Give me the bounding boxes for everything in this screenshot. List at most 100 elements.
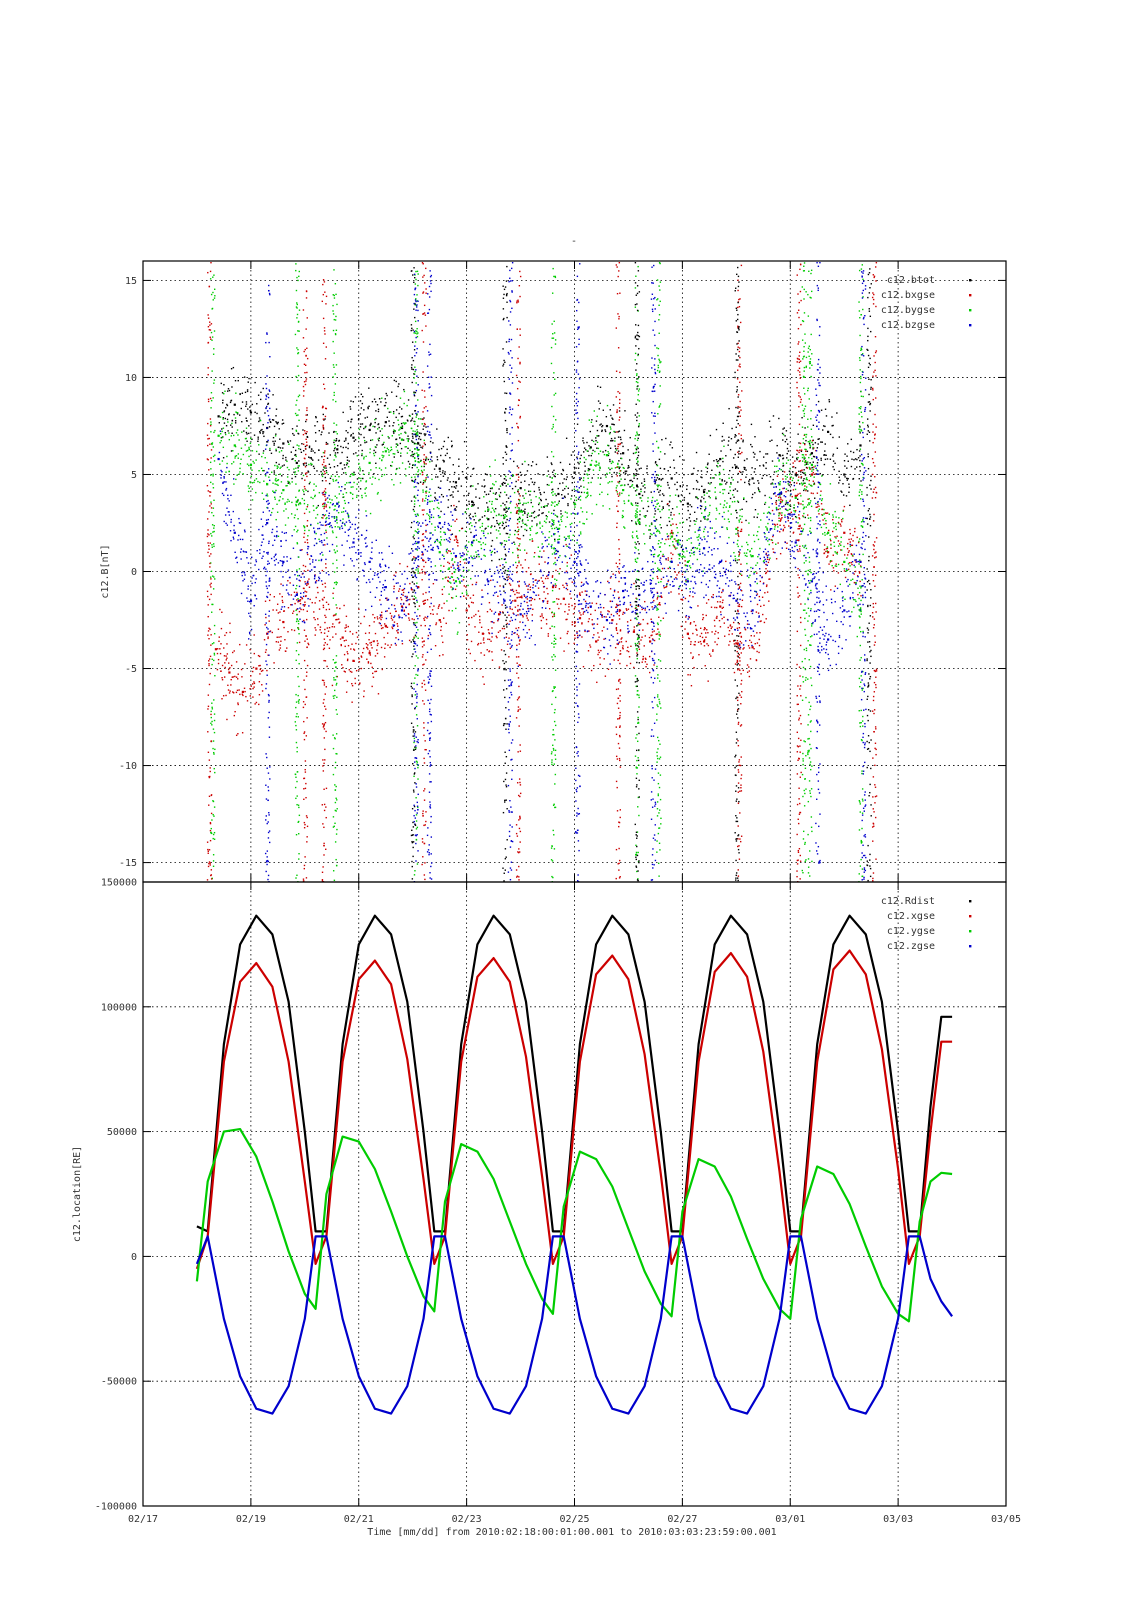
data-point (310, 457, 311, 458)
data-point (345, 640, 346, 641)
data-point (252, 499, 253, 500)
data-point (338, 440, 339, 441)
data-point (499, 614, 500, 615)
data-point (484, 491, 485, 492)
data-point (704, 489, 705, 490)
data-point (642, 619, 643, 620)
data-point (311, 569, 312, 570)
data-point (782, 428, 783, 429)
data-point (623, 500, 624, 501)
data-point (585, 601, 586, 602)
data-point (574, 606, 575, 607)
data-point (360, 413, 361, 414)
data-point (564, 488, 565, 489)
anchor-point (218, 435, 220, 437)
data-point (706, 643, 707, 644)
data-point (224, 655, 225, 656)
data-point (273, 444, 274, 445)
data-point (315, 417, 316, 418)
data-point (291, 513, 292, 514)
data-point (786, 500, 787, 501)
data-point (496, 537, 497, 538)
data-point (345, 472, 346, 473)
data-point (348, 443, 349, 444)
data-point (846, 467, 847, 468)
data-point (841, 537, 842, 538)
data-point (679, 456, 680, 457)
data-point (440, 565, 441, 566)
data-point (258, 421, 259, 422)
data-point (227, 419, 228, 420)
data-point (559, 568, 560, 569)
data-point (593, 441, 594, 442)
data-point (800, 495, 801, 496)
data-point (262, 493, 263, 494)
data-point (792, 480, 793, 481)
data-point (231, 435, 232, 436)
data-point (250, 695, 251, 696)
data-point (690, 644, 691, 645)
data-point (849, 505, 850, 506)
data-point (375, 432, 376, 433)
data-point (346, 692, 347, 693)
data-point (626, 470, 627, 471)
data-point (359, 466, 360, 467)
data-point (799, 511, 800, 512)
data-point (549, 476, 550, 477)
data-point (830, 540, 831, 541)
data-point (487, 506, 488, 507)
anchor-point (590, 464, 592, 466)
data-point (852, 555, 853, 556)
data-point (376, 649, 377, 650)
data-point (717, 632, 718, 633)
data-point (355, 643, 356, 644)
data-point (388, 567, 389, 568)
data-point (271, 558, 272, 559)
data-point (221, 628, 222, 629)
data-point (507, 484, 508, 485)
data-point (771, 440, 772, 441)
data-point (514, 534, 515, 535)
data-point (608, 669, 609, 670)
data-point (692, 591, 693, 592)
data-point (838, 471, 839, 472)
data-point (353, 482, 354, 483)
data-point (485, 555, 486, 556)
data-point (283, 627, 284, 628)
data-point (823, 648, 824, 649)
data-point (547, 484, 548, 485)
data-point (764, 495, 765, 496)
data-point (834, 546, 835, 547)
data-point (466, 478, 467, 479)
data-point (483, 496, 484, 497)
data-point (274, 443, 275, 444)
data-point (499, 559, 500, 560)
data-point (420, 625, 421, 626)
data-point (811, 442, 812, 443)
data-point (777, 542, 778, 543)
data-point (466, 570, 467, 571)
data-point (696, 518, 697, 519)
data-point (460, 557, 461, 558)
data-point (538, 587, 539, 588)
data-point (606, 416, 607, 417)
data-point (225, 489, 226, 490)
data-point (822, 515, 823, 516)
data-point (820, 627, 821, 628)
data-point (589, 469, 590, 470)
anchor-point (606, 454, 608, 456)
anchor-point (439, 522, 441, 524)
anchor-point (503, 516, 505, 518)
data-point (491, 610, 492, 611)
data-point (750, 567, 751, 568)
data-point (754, 492, 755, 493)
data-point (417, 474, 418, 475)
data-point (518, 585, 519, 586)
data-point (508, 574, 509, 575)
data-point (566, 512, 567, 513)
data-point (657, 628, 658, 629)
data-point (585, 578, 586, 579)
data-point (674, 578, 675, 579)
data-point (789, 471, 790, 472)
data-point (710, 477, 711, 478)
